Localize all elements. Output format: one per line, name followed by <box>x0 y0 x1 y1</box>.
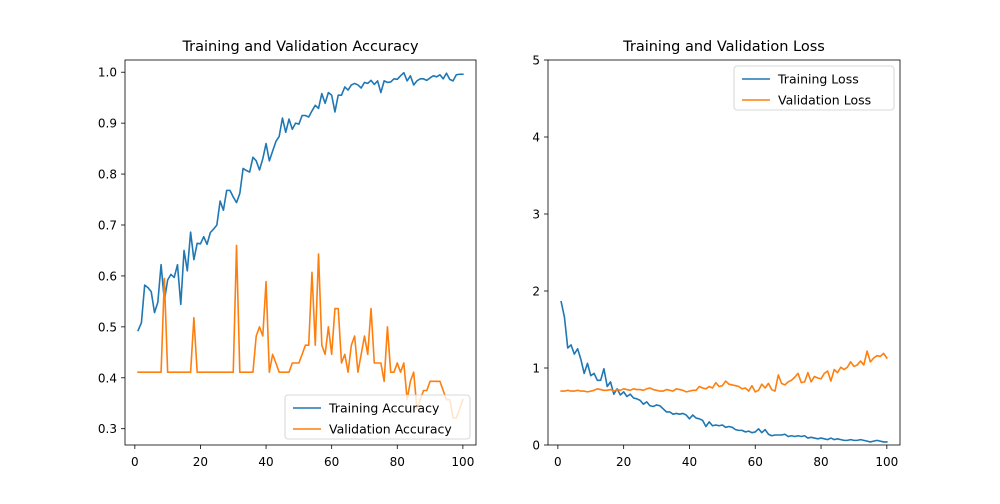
loss-x-tick-label: 60 <box>748 455 763 469</box>
loss-x-tick-label: 40 <box>682 455 697 469</box>
acc-y-tick-label: 0.8 <box>98 168 117 182</box>
loss-legend-label-training: Training Loss <box>777 72 859 87</box>
loss-legend: Training Loss Validation Loss <box>733 65 895 111</box>
loss-y-tick-label: 3 <box>532 208 540 222</box>
acc-series-line-training <box>137 71 464 332</box>
acc-axes: Training and Validation Accuracy 0 20 40 60 8… <box>98 39 477 469</box>
acc-series-line-validation <box>137 244 464 419</box>
loss-y-tick-label: 4 <box>532 131 540 145</box>
loss-axes-frame <box>547 59 901 446</box>
loss-x-tick-label: 0 <box>554 455 562 469</box>
acc-x-tick-label: 20 <box>193 455 208 469</box>
loss-x-tick-label: 80 <box>813 455 828 469</box>
loss-chart-title: Training and Validation Loss <box>622 39 825 55</box>
loss-y-tick-label: 5 <box>532 54 540 68</box>
loss-x-tick-label: 20 <box>616 455 631 469</box>
acc-x-tick-label: 60 <box>324 455 339 469</box>
acc-x-tick-label: 0 <box>131 455 139 469</box>
acc-y-tick-label: 0.6 <box>98 269 117 283</box>
loss-y-tick-label: 1 <box>532 362 540 376</box>
loss-y-tick-label: 0 <box>532 439 540 453</box>
loss-x-tick-label: 100 <box>875 455 898 469</box>
acc-legend: Training Accuracy Validation Accuracy <box>284 394 471 440</box>
loss-series-line-training <box>560 300 888 443</box>
acc-y-tick-label: 0.4 <box>98 371 117 385</box>
acc-legend-label-validation: Validation Accuracy <box>329 422 452 437</box>
acc-x-tick-label: 40 <box>258 455 273 469</box>
acc-axes-frame <box>124 59 477 446</box>
acc-legend-label-training: Training Accuracy <box>328 401 440 416</box>
acc-y-tick-label: 0.5 <box>98 320 117 334</box>
loss-y-tick-label: 2 <box>532 285 540 299</box>
acc-y-tick-label: 0.9 <box>98 117 117 131</box>
acc-y-tick-label: 0.7 <box>98 219 117 233</box>
acc-x-tick-label: 80 <box>390 455 405 469</box>
acc-y-tick-label: 0.3 <box>98 422 117 436</box>
acc-y-tick-label: 1.0 <box>98 66 117 80</box>
loss-legend-box <box>733 65 895 111</box>
acc-x-tick-label: 100 <box>451 455 474 469</box>
acc-chart-title: Training and Validation Accuracy <box>181 39 419 55</box>
loss-legend-label-validation: Validation Loss <box>778 93 871 108</box>
acc-legend-box <box>284 394 471 440</box>
loss-series-line-validation <box>560 350 888 393</box>
